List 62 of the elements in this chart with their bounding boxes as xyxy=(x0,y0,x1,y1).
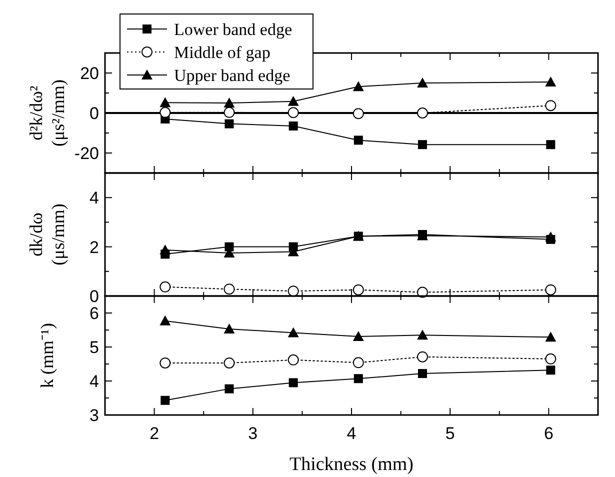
point xyxy=(416,78,428,88)
point xyxy=(160,315,171,326)
x-tick-label: 2 xyxy=(150,424,160,443)
point xyxy=(545,231,556,242)
x-axis-title: Thickness (mm) xyxy=(289,454,414,475)
point xyxy=(416,330,428,340)
point xyxy=(288,378,298,388)
y-tick-label: 5 xyxy=(90,338,99,357)
point xyxy=(160,281,171,292)
y-axis-title: dk/dω (μs/mm) xyxy=(26,204,68,266)
point xyxy=(352,108,364,120)
point xyxy=(224,106,235,118)
x-tick-label: 5 xyxy=(445,424,455,443)
y-tick-label: 2 xyxy=(90,238,99,257)
x-tick-label: 4 xyxy=(346,424,356,443)
point xyxy=(352,357,364,368)
x-tick-label: 3 xyxy=(248,424,258,443)
y-tick-label: 0 xyxy=(90,104,99,123)
point xyxy=(352,81,364,92)
legend-label: Lower band edge xyxy=(174,20,292,39)
y-tick-label: 20 xyxy=(80,64,99,83)
y-axis-title: k (mm⁻¹) xyxy=(37,323,57,388)
point xyxy=(160,357,171,368)
point xyxy=(288,122,298,130)
y-tick-label: -20 xyxy=(74,144,99,163)
point xyxy=(224,384,234,394)
x-tick-label: 6 xyxy=(544,424,554,443)
y-axis-title: d²k/dω² (μs²/mm) xyxy=(26,79,68,147)
point xyxy=(288,354,299,366)
point xyxy=(288,286,299,297)
point xyxy=(160,396,170,405)
point xyxy=(545,332,556,342)
point xyxy=(288,107,299,118)
point xyxy=(545,353,556,364)
y-tick-label: 4 xyxy=(90,372,99,391)
y-tick-label: 6 xyxy=(90,304,99,323)
y-tick-label: 4 xyxy=(90,188,99,208)
point xyxy=(224,323,235,334)
point xyxy=(224,98,235,108)
point xyxy=(546,140,556,150)
point xyxy=(160,106,171,118)
y-tick-label: 0 xyxy=(90,287,99,306)
point xyxy=(416,351,428,362)
y-tick-label: 3 xyxy=(90,406,99,425)
legend-label: Middle of gap xyxy=(174,43,270,62)
point xyxy=(545,100,556,112)
point xyxy=(354,374,363,384)
point xyxy=(546,366,556,375)
point xyxy=(418,369,427,378)
point xyxy=(160,97,171,108)
point xyxy=(224,357,235,368)
point xyxy=(418,140,427,150)
point xyxy=(288,327,299,338)
point xyxy=(416,108,428,118)
point xyxy=(224,119,234,128)
legend-label: Upper band edge xyxy=(174,66,290,85)
point xyxy=(354,136,363,145)
point xyxy=(224,284,235,295)
point xyxy=(545,76,556,86)
point xyxy=(352,330,364,341)
point xyxy=(288,96,299,106)
point xyxy=(160,244,171,254)
